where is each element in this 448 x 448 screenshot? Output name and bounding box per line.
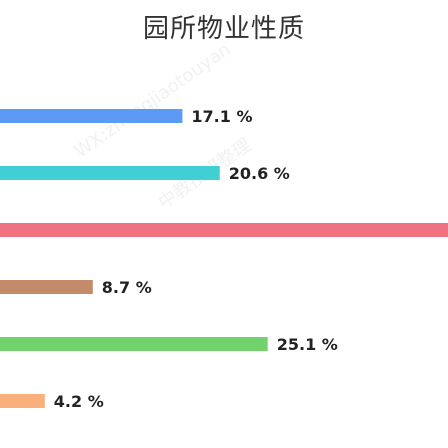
bar-4 — [0, 337, 268, 351]
bar-value-label-5: 4.2 % — [54, 392, 104, 411]
bar-3 — [0, 280, 93, 294]
bar-value-label-1: 20.6 % — [229, 164, 290, 183]
bar-value-label-3: 8.7 % — [102, 278, 152, 297]
bar-0 — [0, 109, 183, 123]
bar-value-label-4: 25.1 % — [277, 335, 338, 354]
bar-1 — [0, 166, 220, 180]
bar-2 — [0, 223, 448, 237]
bar-value-label-0: 17.1 % — [191, 107, 252, 126]
chart-title: 园所物业性质 — [142, 14, 305, 44]
bar-5 — [0, 394, 45, 408]
